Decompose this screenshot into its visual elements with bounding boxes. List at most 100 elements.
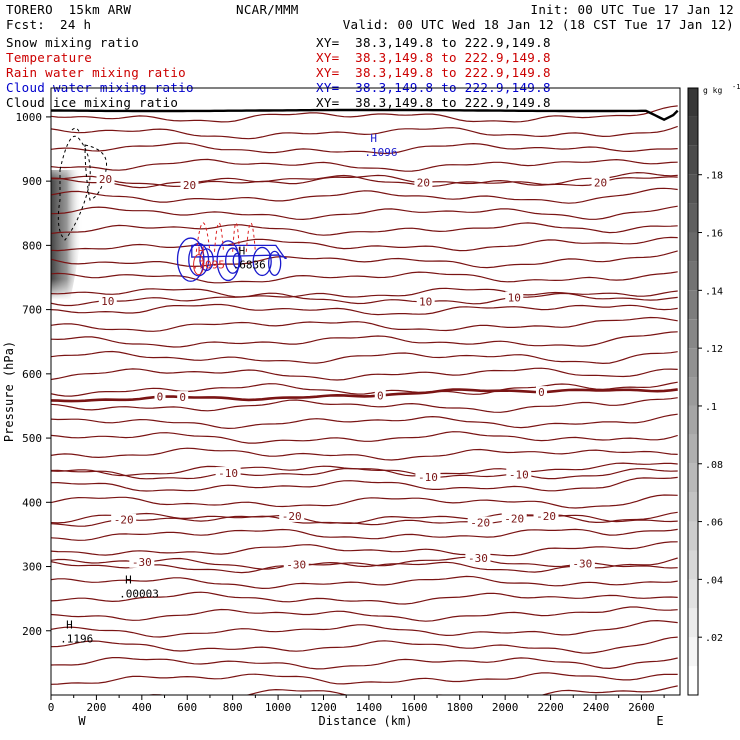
rain-water-contour xyxy=(232,222,240,252)
colorbar-segment xyxy=(688,145,698,175)
temperature-contour-line xyxy=(51,514,678,527)
colorbar-unit: g kg xyxy=(703,86,722,95)
field-label-temperature: Temperature xyxy=(6,50,93,65)
extremum-letter: H xyxy=(198,245,205,258)
contour-label-bg xyxy=(505,291,524,304)
isotherm-line xyxy=(51,413,678,430)
colorbar-segment xyxy=(688,261,698,291)
extremum-letter: H xyxy=(66,618,73,631)
isotherm-line xyxy=(51,447,678,461)
x-tick-label: 200 xyxy=(86,701,106,714)
colorbar-segment xyxy=(688,319,698,349)
cloud-ice-contour xyxy=(84,144,108,201)
isotherm-line xyxy=(51,462,678,477)
y-tick-label: 500 xyxy=(22,432,42,445)
contour-label-bg xyxy=(279,509,305,522)
contour-label-bg xyxy=(569,557,595,570)
cloud-ice-contour xyxy=(71,127,81,135)
contour-label-bg xyxy=(111,513,137,526)
init-time: Init: 00 UTC Tue 17 Jan 12 xyxy=(530,2,734,17)
isotherm-line xyxy=(51,431,678,444)
temperature-label: -20 xyxy=(282,510,302,523)
extremum-value: .00003 xyxy=(119,588,159,601)
temperature-label: 20 xyxy=(183,179,196,192)
isotherm-line xyxy=(51,222,678,236)
colorbar-segment xyxy=(688,174,698,204)
isotherm-line xyxy=(51,171,678,189)
freezing-level-line xyxy=(51,388,678,403)
cloud-water-contour xyxy=(268,250,282,277)
temperature-label: 0 xyxy=(179,391,186,404)
y-tick-label: 300 xyxy=(22,561,42,574)
isotherm-line xyxy=(51,397,678,413)
colorbar-tick-label: .1 xyxy=(705,402,717,413)
contour-label-bg xyxy=(535,386,547,399)
temperature-label: -20 xyxy=(114,514,134,527)
isotherm-line xyxy=(51,685,678,695)
colorbar-frame xyxy=(687,87,699,696)
isotherm-line xyxy=(51,494,678,509)
isotherm-line xyxy=(51,528,678,541)
temperature-label: 20 xyxy=(417,176,430,189)
isotherm-line xyxy=(51,287,678,298)
colorbar-tick-label: .12 xyxy=(705,344,723,355)
isotherm-line xyxy=(51,250,678,269)
field-xy-temperature: XY= 38.3,149.8 to 222.9,149.8 xyxy=(316,50,551,65)
contour-label-bg xyxy=(180,179,199,192)
x-tick-label: 2600 xyxy=(628,701,655,714)
extremum-value: .6836 xyxy=(233,259,266,272)
colorbar-segment xyxy=(688,88,698,117)
x-tick-label: 1600 xyxy=(401,701,428,714)
x-tick-label: 1200 xyxy=(310,701,337,714)
colorbar-tick-label: .06 xyxy=(705,518,723,529)
y-tick-label: 700 xyxy=(22,304,42,317)
temperature-contour-line xyxy=(51,174,678,188)
colorbar-segment xyxy=(688,666,698,695)
x-end-label-east: E xyxy=(656,714,663,728)
colorbar-segment xyxy=(688,434,698,464)
contour-label-bg xyxy=(414,176,433,189)
isotherm-line xyxy=(51,606,678,622)
model-title: TORERO 15km ARW xyxy=(6,2,132,17)
isotherm-line xyxy=(51,303,678,316)
extremum-letter: H xyxy=(125,574,132,587)
contour-label-bg xyxy=(415,470,441,483)
x-tick-label: 2200 xyxy=(537,701,564,714)
contour-label-bg xyxy=(283,558,309,571)
field-label-snow: Snow mixing ratio xyxy=(6,35,140,50)
temperature-contour-line xyxy=(51,467,678,480)
field-label-cloud-ice: Cloud ice mixing ratio xyxy=(6,95,179,110)
isotherm-line xyxy=(51,187,678,204)
isotherm-line xyxy=(51,142,678,155)
colorbar-segment xyxy=(688,290,698,320)
extremum-letter: H xyxy=(370,132,377,145)
rain-water-contour xyxy=(193,254,205,276)
temperature-label: 10 xyxy=(101,295,114,308)
extremum-value: .7095 xyxy=(192,259,225,272)
temperature-label: -30 xyxy=(132,556,152,569)
colorbar-segment xyxy=(688,232,698,262)
temperature-label: 10 xyxy=(419,296,432,309)
field-xy-snow: XY= 38.3,149.8 to 222.9,149.8 xyxy=(316,35,551,50)
extremum-value: .1096 xyxy=(364,146,397,159)
x-tick-label: 2000 xyxy=(492,701,519,714)
colorbar-segment xyxy=(688,116,698,146)
x-tick-label: 1000 xyxy=(265,701,292,714)
temperature-label: 0 xyxy=(538,386,545,399)
temperature-label: 10 xyxy=(508,291,521,304)
cloud-water-contour xyxy=(252,246,272,277)
colorbar-tick-label: .04 xyxy=(705,575,723,586)
isotherm-line xyxy=(51,350,678,365)
contour-label-bg xyxy=(215,467,241,480)
plot-frame xyxy=(50,87,681,696)
field-xy-rain: XY= 38.3,149.8 to 222.9,149.8 xyxy=(316,65,551,80)
temperature-label: -30 xyxy=(468,552,488,565)
isotherm-line xyxy=(51,271,678,284)
x-tick-label: 0 xyxy=(48,701,55,714)
rain-water-contour xyxy=(213,222,225,252)
valid-time: Valid: 00 UTC Wed 18 Jan 12 (18 CST Tue … xyxy=(342,17,734,32)
colorbar-tick-label: .14 xyxy=(705,286,723,297)
forecast-value: 24 h xyxy=(60,17,92,32)
temperature-label: -10 xyxy=(509,468,529,481)
